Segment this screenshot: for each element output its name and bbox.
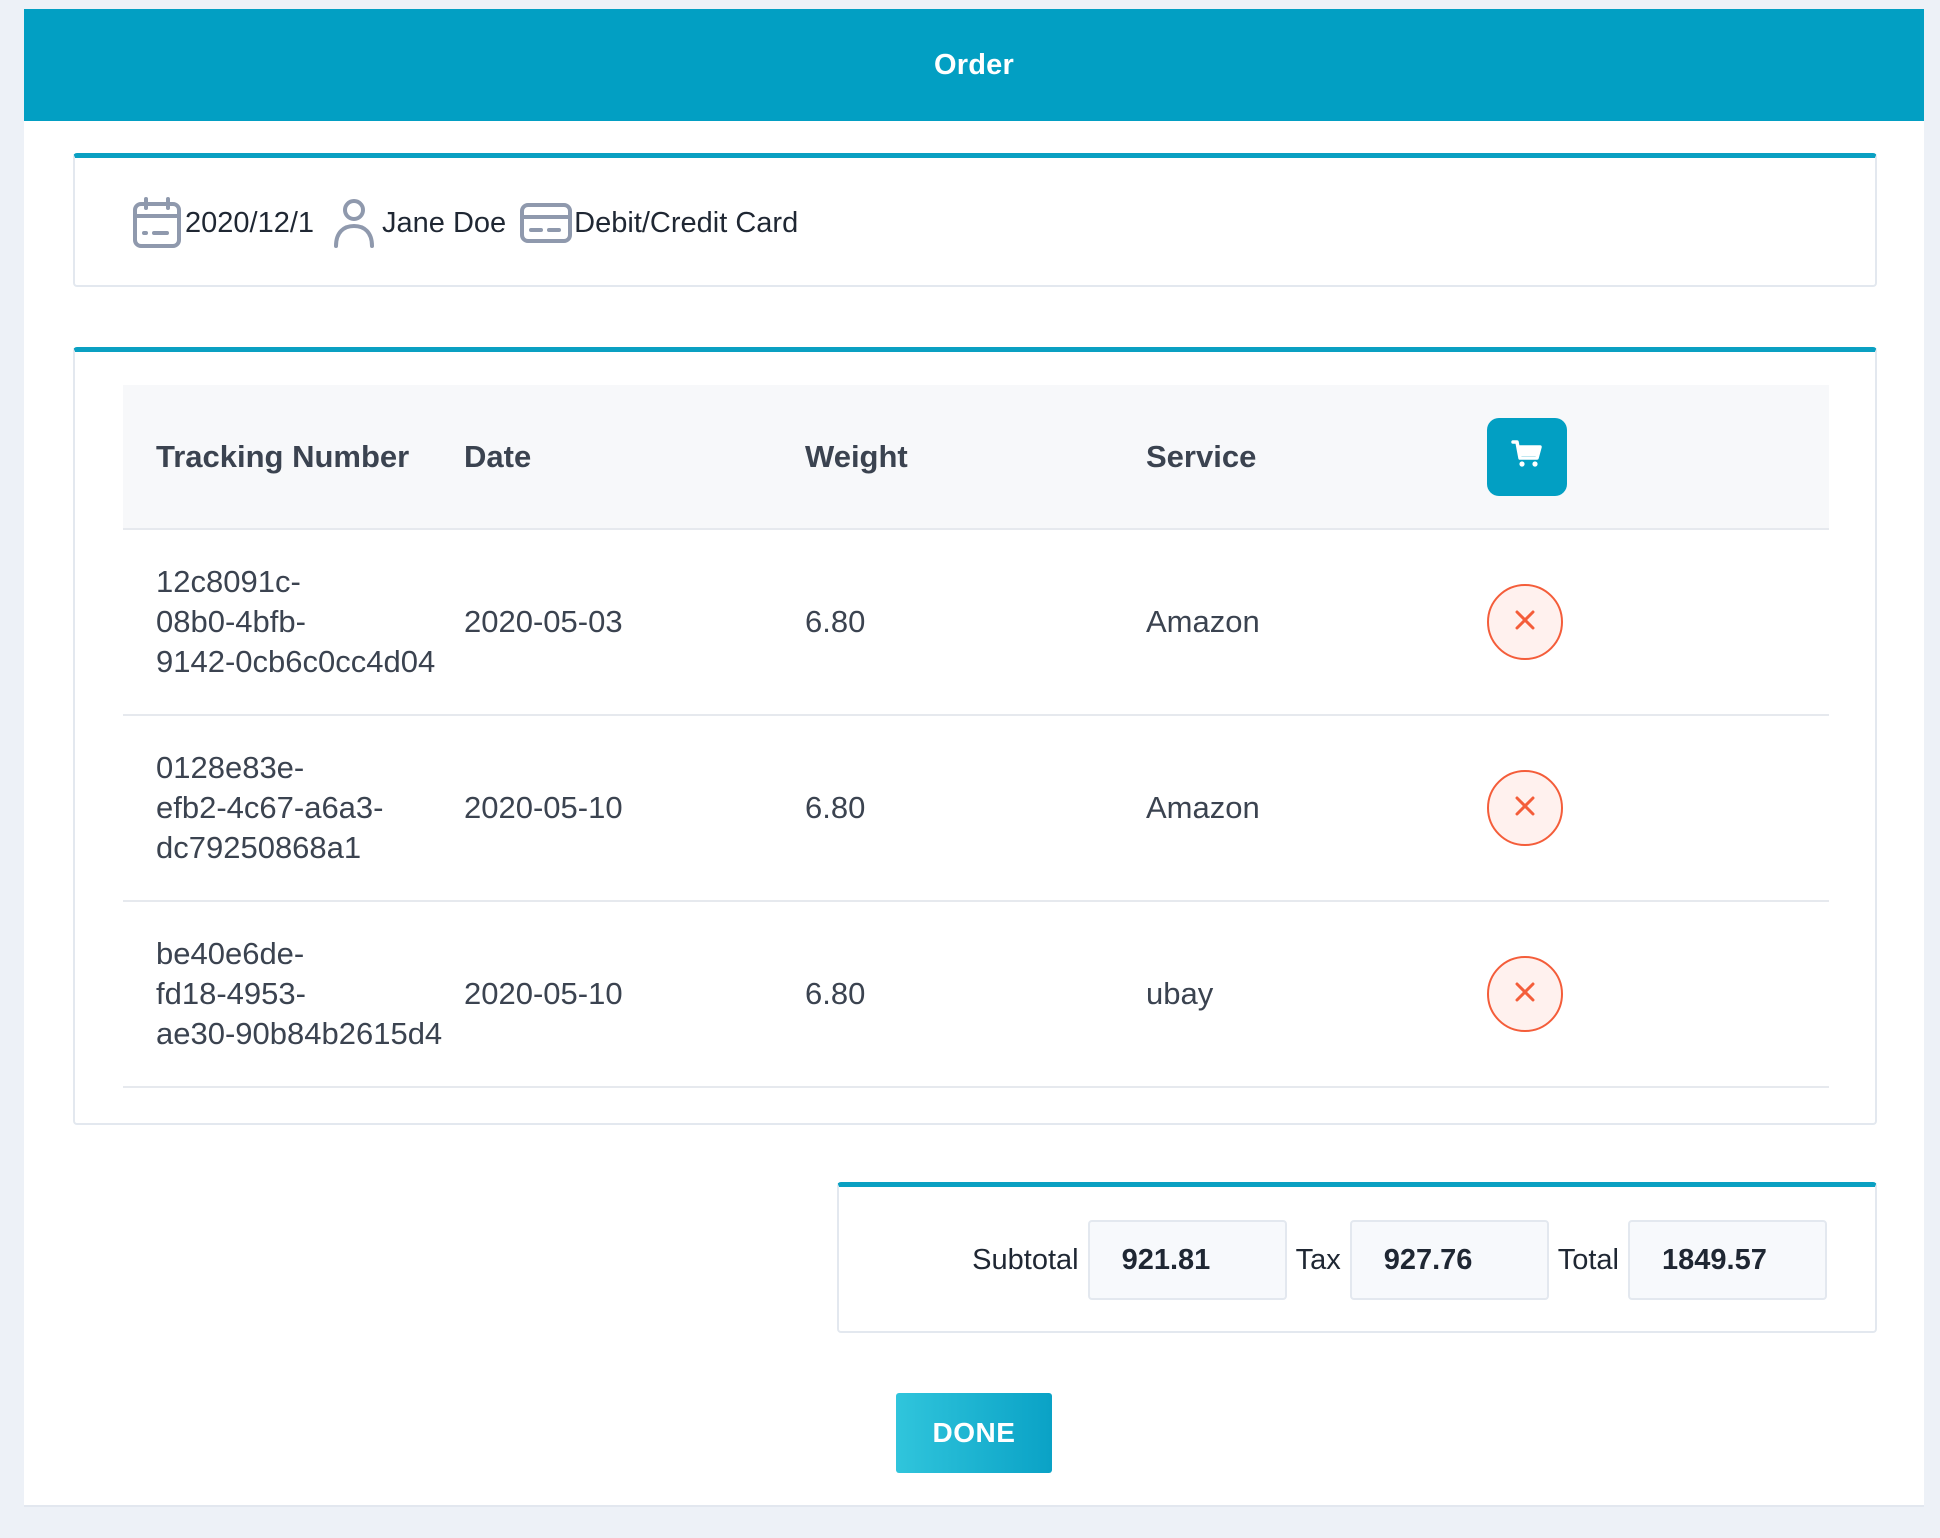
totals-card: Subtotal 921.81 Tax 927.76 Total 1849.57 — [837, 1182, 1877, 1333]
tracking-number-line: ae30-90b84b2615d4 — [156, 1016, 443, 1051]
shipment-weight: 6.80 — [805, 790, 866, 825]
subtotal-label: Subtotal — [972, 1243, 1079, 1276]
modal-title: Order — [934, 48, 1014, 81]
order-modal: Order 2020/12/1 Jane — [24, 9, 1924, 1507]
remove-row-button[interactable] — [1487, 584, 1563, 660]
order-info-card: 2020/12/1 Jane Doe Debit/Credit Card — [73, 153, 1877, 287]
calendar-icon — [129, 195, 185, 251]
tracking-number-line: fd18-4953- — [156, 976, 306, 1011]
shipment-service: ubay — [1146, 976, 1214, 1011]
header-action — [1487, 417, 1829, 496]
total-label: Total — [1557, 1243, 1619, 1276]
customer-name: Jane Doe — [382, 206, 507, 239]
tracking-number: 0128e83e- efb2-4c67-a6a3- dc79250868a1 — [123, 748, 464, 868]
shipments-card: Tracking Number Date Weight Service — [73, 347, 1877, 1125]
remove-row-button[interactable] — [1487, 770, 1563, 846]
shipment-weight: 6.80 — [805, 604, 866, 639]
shipment-service: Amazon — [1146, 604, 1260, 639]
row-action — [1487, 584, 1829, 660]
user-icon — [326, 195, 382, 251]
tracking-number-line: efb2-4c67-a6a3- — [156, 790, 384, 825]
header-weight: Weight — [805, 438, 908, 474]
shipment-date: 2020-05-10 — [464, 976, 623, 1011]
subtotal-field: 921.81 — [1087, 1220, 1287, 1300]
done-button[interactable]: DONE — [896, 1393, 1052, 1473]
shipment-service: Amazon — [1146, 790, 1260, 825]
tracking-number-line: 08b0-4bfb- — [156, 604, 306, 639]
total-field: 1849.57 — [1628, 1220, 1827, 1300]
close-icon — [1514, 795, 1536, 822]
shipment-date: 2020-05-03 — [464, 604, 623, 639]
tracking-number: be40e6de- fd18-4953- ae30-90b84b2615d4 — [123, 934, 464, 1054]
tax-field: 927.76 — [1349, 1220, 1549, 1300]
header-date: Date — [464, 438, 532, 474]
tracking-number-line: 12c8091c- — [156, 564, 301, 599]
header-tracking-number: Tracking Number — [156, 438, 410, 474]
order-info-row: 2020/12/1 Jane Doe Debit/Credit Card — [129, 195, 810, 251]
tracking-number-line: dc79250868a1 — [156, 830, 362, 865]
add-to-cart-button[interactable] — [1487, 417, 1567, 496]
totals-row: Subtotal 921.81 Tax 927.76 Total 1849.57 — [972, 1220, 1827, 1300]
payment-method: Debit/Credit Card — [574, 206, 799, 239]
row-action — [1487, 770, 1829, 846]
table-row: 12c8091c- 08b0-4bfb- 9142-0cb6c0cc4d04 2… — [123, 530, 1829, 716]
close-icon — [1514, 981, 1536, 1008]
tax-label: Tax — [1295, 1243, 1341, 1276]
header-service: Service — [1146, 438, 1257, 474]
remove-row-button[interactable] — [1487, 956, 1563, 1032]
table-row: be40e6de- fd18-4953- ae30-90b84b2615d4 2… — [123, 902, 1829, 1088]
table-header: Tracking Number Date Weight Service — [123, 385, 1829, 530]
tracking-number-line: be40e6de- — [156, 936, 305, 971]
shipments-table: Tracking Number Date Weight Service — [123, 385, 1829, 1088]
close-icon — [1514, 609, 1536, 636]
credit-card-icon — [518, 195, 574, 251]
cart-icon — [1511, 439, 1543, 474]
tracking-number-line: 0128e83e- — [156, 750, 305, 785]
tracking-number: 12c8091c- 08b0-4bfb- 9142-0cb6c0cc4d04 — [123, 562, 464, 682]
table-row: 0128e83e- efb2-4c67-a6a3- dc79250868a1 2… — [123, 716, 1829, 902]
tracking-number-line: 9142-0cb6c0cc4d04 — [156, 644, 436, 679]
shipment-date: 2020-05-10 — [464, 790, 623, 825]
shipment-weight: 6.80 — [805, 976, 866, 1011]
modal-header: Order — [24, 9, 1924, 121]
row-action — [1487, 956, 1829, 1032]
order-date: 2020/12/1 — [185, 206, 315, 239]
